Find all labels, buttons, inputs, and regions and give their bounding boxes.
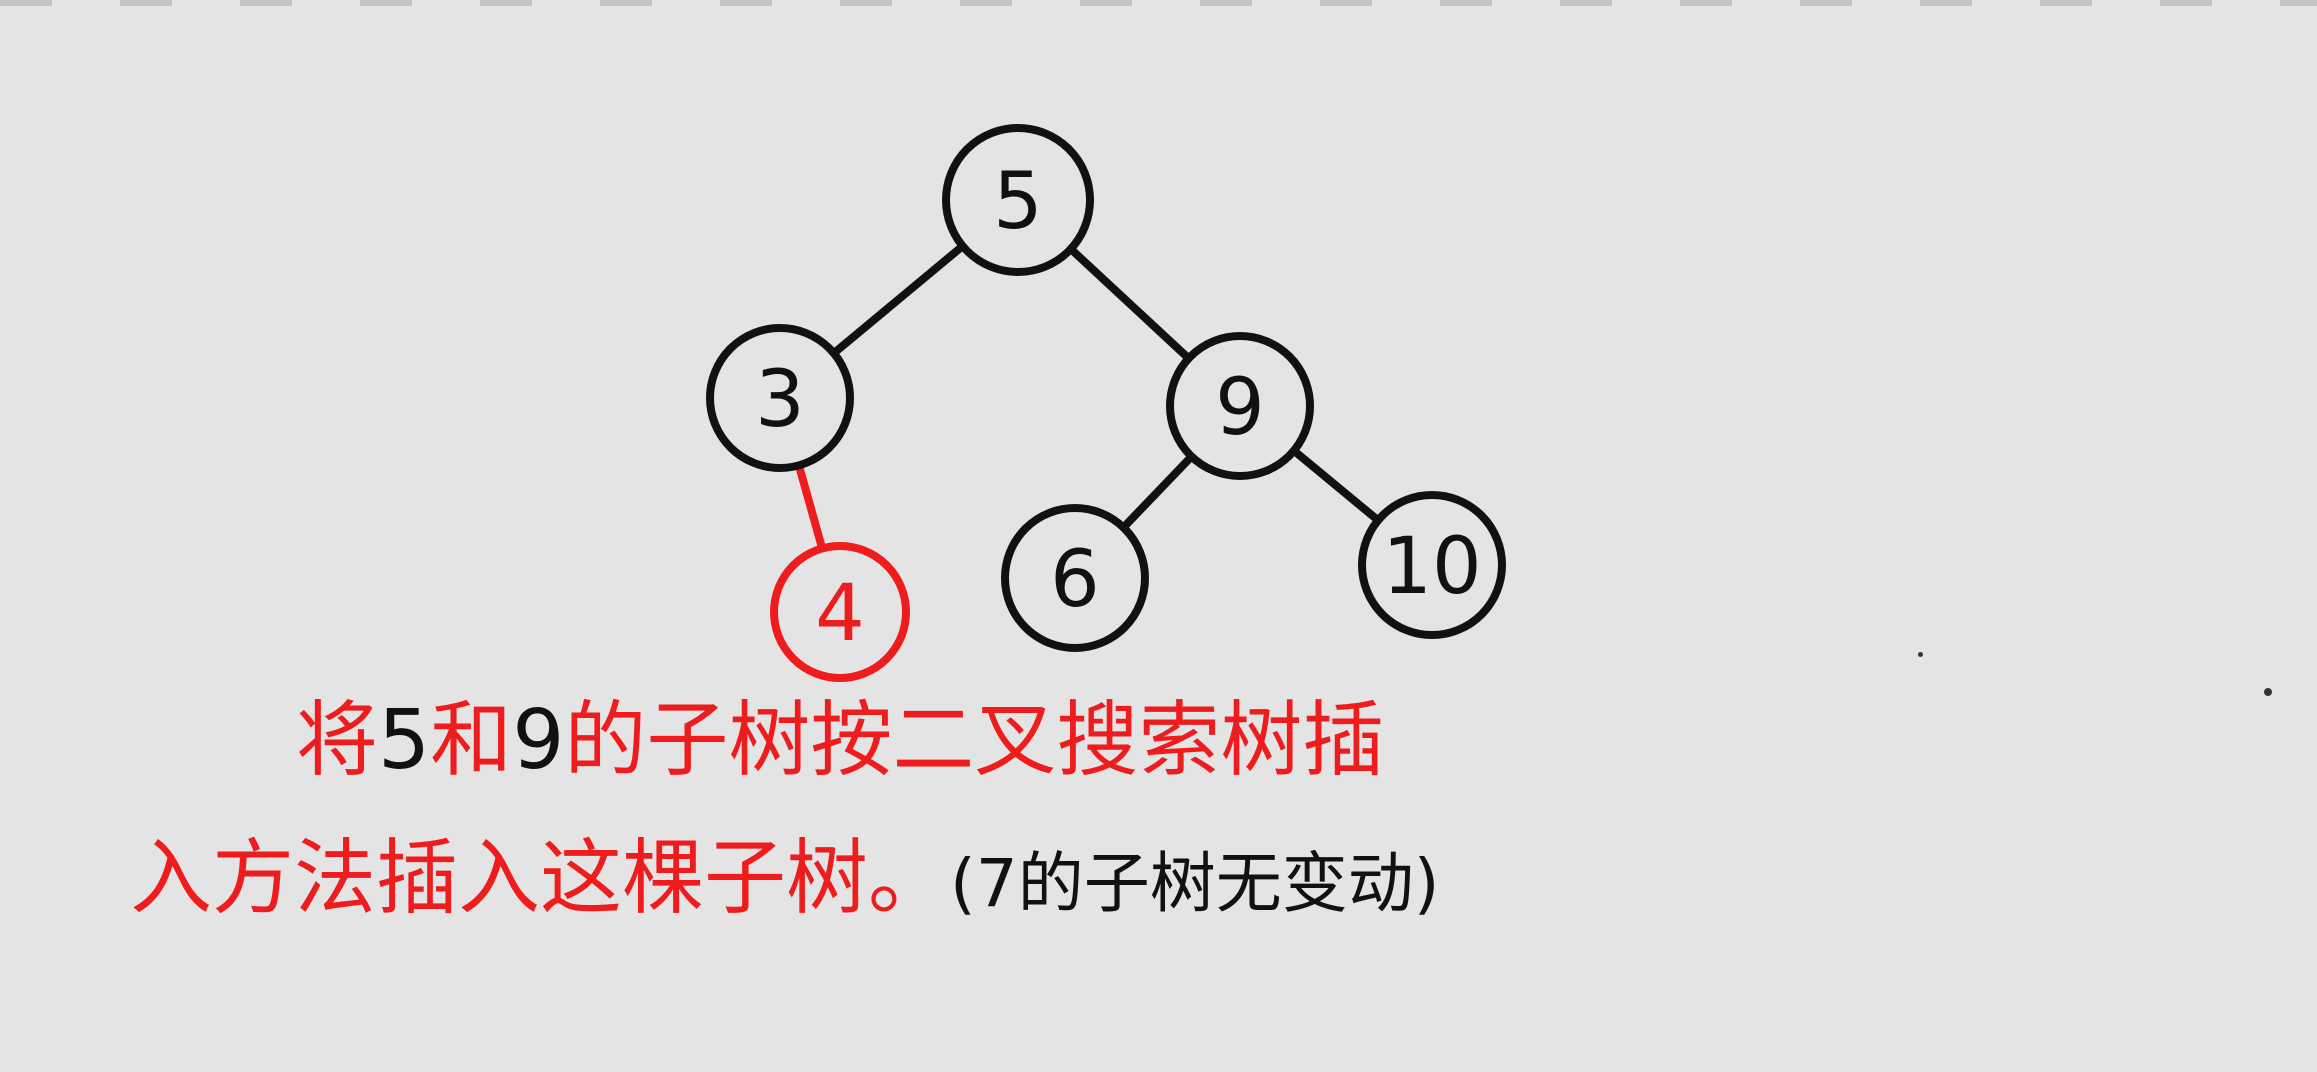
caption-line-2: 入方法插入这棵子树。(7的子树无变动) <box>0 838 2317 920</box>
caption-part: 5 <box>378 693 431 788</box>
tree-nodes: 5 3 9 4 6 10 <box>706 124 1506 682</box>
tree-node-6: 6 <box>1001 504 1149 652</box>
caption-note: (7的子树无变动) <box>950 845 1440 922</box>
node-label: 6 <box>1050 535 1100 625</box>
paper-speck <box>2264 688 2272 696</box>
node-label: 10 <box>1382 522 1481 612</box>
node-circle <box>706 324 854 472</box>
tree-edges <box>794 242 1383 553</box>
node-label: 9 <box>1215 363 1265 453</box>
tree-node-10: 10 <box>1358 491 1506 639</box>
caption-part: 和 <box>430 693 513 788</box>
scan-top-border <box>0 0 2317 6</box>
node-label: 5 <box>993 157 1043 247</box>
tree-node-5: 5 <box>942 124 1094 276</box>
edge-9-10 <box>1289 446 1383 525</box>
edge-5-3 <box>829 242 967 358</box>
node-circle <box>770 542 910 682</box>
paper-speck <box>1918 652 1923 657</box>
node-circle <box>1001 504 1149 652</box>
node-label: 3 <box>755 355 805 445</box>
tree-node-3: 3 <box>706 324 854 472</box>
edge-5-9 <box>1066 244 1193 363</box>
tree-node-4: 4 <box>770 542 910 682</box>
edge-9-6 <box>1119 452 1196 532</box>
edge-3-4 <box>794 461 827 553</box>
node-label: 4 <box>815 569 865 659</box>
node-circle <box>1358 491 1506 639</box>
caption-part: 9 <box>512 693 565 788</box>
node-circle <box>1166 332 1314 480</box>
node-circle <box>942 124 1094 276</box>
tree-node-9: 9 <box>1166 332 1314 480</box>
caption-part: 入方法插入这棵子树。 <box>130 831 951 926</box>
caption-line-1: 将5和9的子树按二叉搜索树插 <box>0 700 2317 782</box>
caption-part: 的子树按二叉搜索树插 <box>564 693 1385 788</box>
caption-part: 将 <box>296 693 379 788</box>
